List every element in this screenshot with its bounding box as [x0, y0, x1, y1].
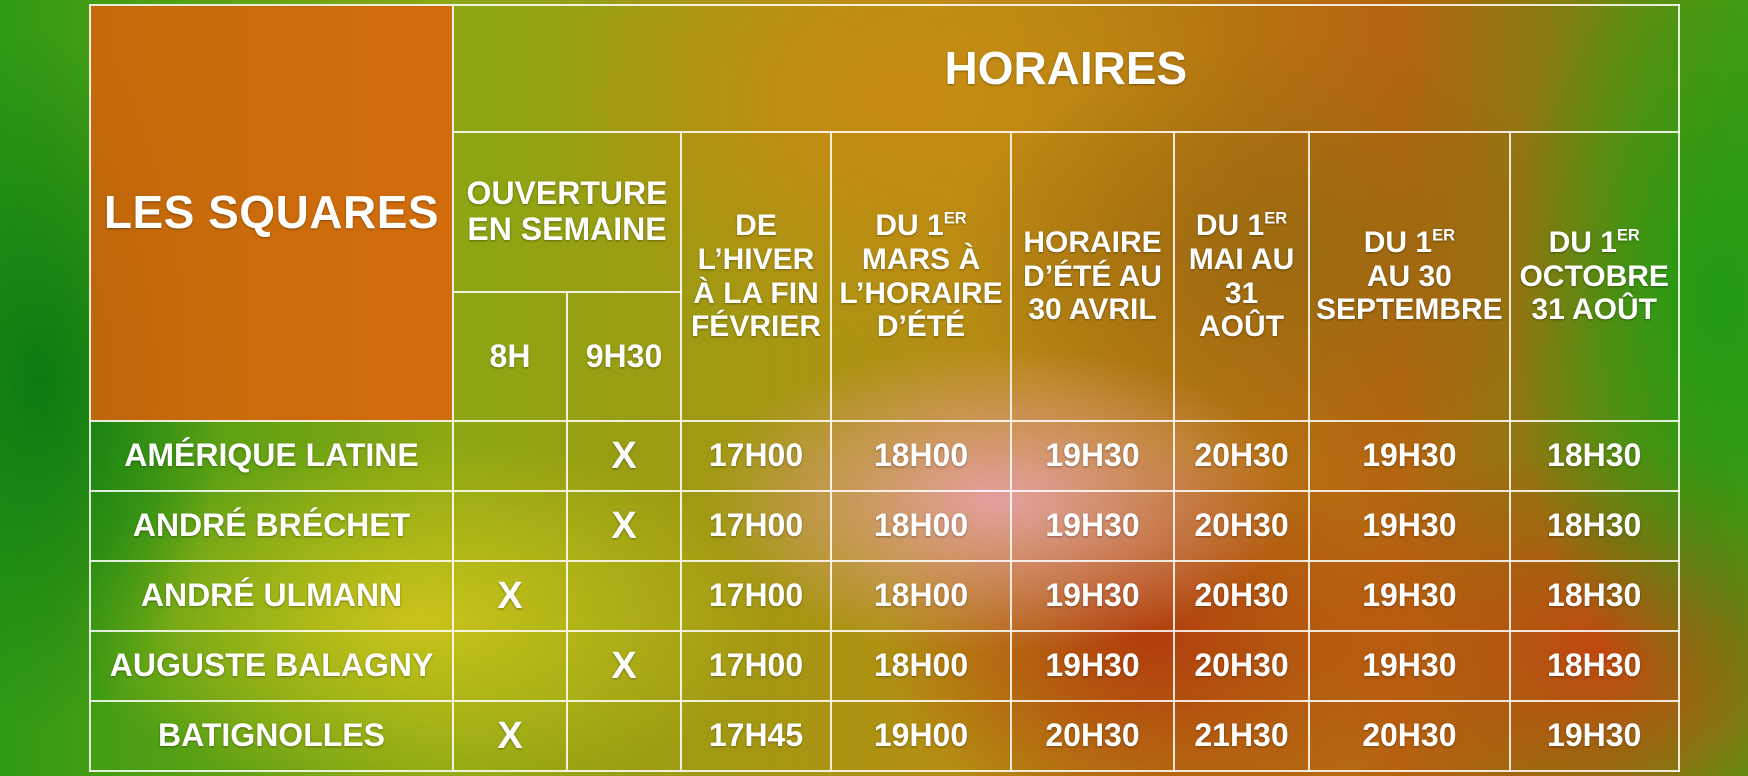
time-cell: 18H00: [830, 630, 1012, 702]
opening-8h-header: 8H: [452, 291, 568, 422]
table-row: AUGUSTE BALAGNY X 17H00 18H00 19H30 20H3…: [89, 630, 1680, 702]
period-header: DE L’HIVER À LA FIN FÉVRIER: [680, 131, 832, 422]
time-cell: 19H30: [1508, 700, 1680, 772]
table-row: ANDRÉ BRÉCHET X 17H00 18H00 19H30 20H30 …: [89, 490, 1680, 562]
opening-930-cell: [566, 700, 682, 772]
opening-8h-cell: [452, 490, 568, 562]
time-cell: 19H30: [1010, 490, 1175, 562]
subheader-row: 8H 9H30: [90, 291, 1679, 422]
time-cell: 18H00: [830, 560, 1012, 632]
opening-8h-cell: X: [452, 700, 568, 772]
table-row: ANDRÉ ULMANN X 17H00 18H00 19H30 20H30 1…: [89, 560, 1680, 632]
time-cell: 20H30: [1173, 490, 1310, 562]
title-row: LES SQUARES HORAIRES: [89, 4, 1680, 422]
time-cell: 21H30: [1173, 700, 1310, 772]
opening-header: OUVERTURE EN SEMAINE: [452, 131, 682, 293]
time-cell: 17H00: [680, 420, 832, 492]
time-cell: 19H30: [1308, 630, 1511, 702]
period-header: HORAIRE D’ÉTÉ AU 30 AVRIL: [1010, 131, 1175, 422]
opening-930-cell: [566, 560, 682, 632]
time-cell: 18H30: [1508, 560, 1680, 632]
opening-930-cell: X: [566, 490, 682, 562]
period-header: DU 1ER MAI AU 31 AOÛT: [1173, 131, 1310, 422]
opening-hours-table: LES SQUARES HORAIRES OUVERTURE EN SEMAIN…: [89, 4, 1680, 772]
period-header: DU 1ER MARS À L’HORAIRE D’ÉTÉ: [830, 131, 1012, 422]
corner-label: LES SQUARES: [89, 4, 454, 422]
time-cell: 20H30: [1173, 420, 1310, 492]
table-row: BATIGNOLLES X 17H45 19H00 20H30 21H30 20…: [89, 700, 1680, 772]
time-cell: 19H30: [1308, 490, 1511, 562]
header-row: OUVERTURE EN SEMAINE DE L’HIVER À LA FIN…: [90, 131, 1680, 422]
time-cell: 19H00: [830, 700, 1012, 772]
time-cell: 20H30: [1173, 560, 1310, 632]
time-cell: 19H30: [1308, 560, 1511, 632]
time-cell: 17H00: [680, 490, 832, 562]
table-title: HORAIRES: [452, 4, 1680, 133]
square-name: AMÉRIQUE LATINE: [89, 420, 454, 492]
opening-8h-cell: [452, 420, 568, 492]
opening-8h-cell: X: [452, 560, 568, 632]
time-cell: 19H30: [1308, 420, 1511, 492]
time-cell: 18H30: [1508, 630, 1680, 702]
square-name: ANDRÉ ULMANN: [89, 560, 454, 632]
time-cell: 17H45: [680, 700, 832, 772]
opening-930-cell: X: [566, 630, 682, 702]
time-cell: 20H30: [1010, 700, 1175, 772]
square-name: BATIGNOLLES: [89, 700, 454, 772]
square-name: ANDRÉ BRÉCHET: [89, 490, 454, 562]
time-cell: 19H30: [1010, 630, 1175, 702]
opening-8h-cell: [452, 630, 568, 702]
opening-930-cell: X: [566, 420, 682, 492]
time-cell: 18H00: [830, 490, 1012, 562]
table-row: AMÉRIQUE LATINE X 17H00 18H00 19H30 20H3…: [89, 420, 1680, 492]
time-cell: 17H00: [680, 560, 832, 632]
period-header: DU 1ER OCTOBRE 31 AOÛT: [1508, 131, 1680, 422]
time-cell: 18H30: [1508, 420, 1680, 492]
opening-930-header: 9H30: [566, 291, 682, 422]
time-cell: 19H30: [1010, 560, 1175, 632]
time-cell: 20H30: [1308, 700, 1511, 772]
time-cell: 20H30: [1173, 630, 1310, 702]
time-cell: 18H30: [1508, 490, 1680, 562]
time-cell: 18H00: [830, 420, 1012, 492]
period-header: DU 1ER AU 30 SEPTEMBRE: [1308, 131, 1511, 422]
square-name: AUGUSTE BALAGNY: [89, 630, 454, 702]
time-cell: 17H00: [680, 630, 832, 702]
time-cell: 19H30: [1010, 420, 1175, 492]
